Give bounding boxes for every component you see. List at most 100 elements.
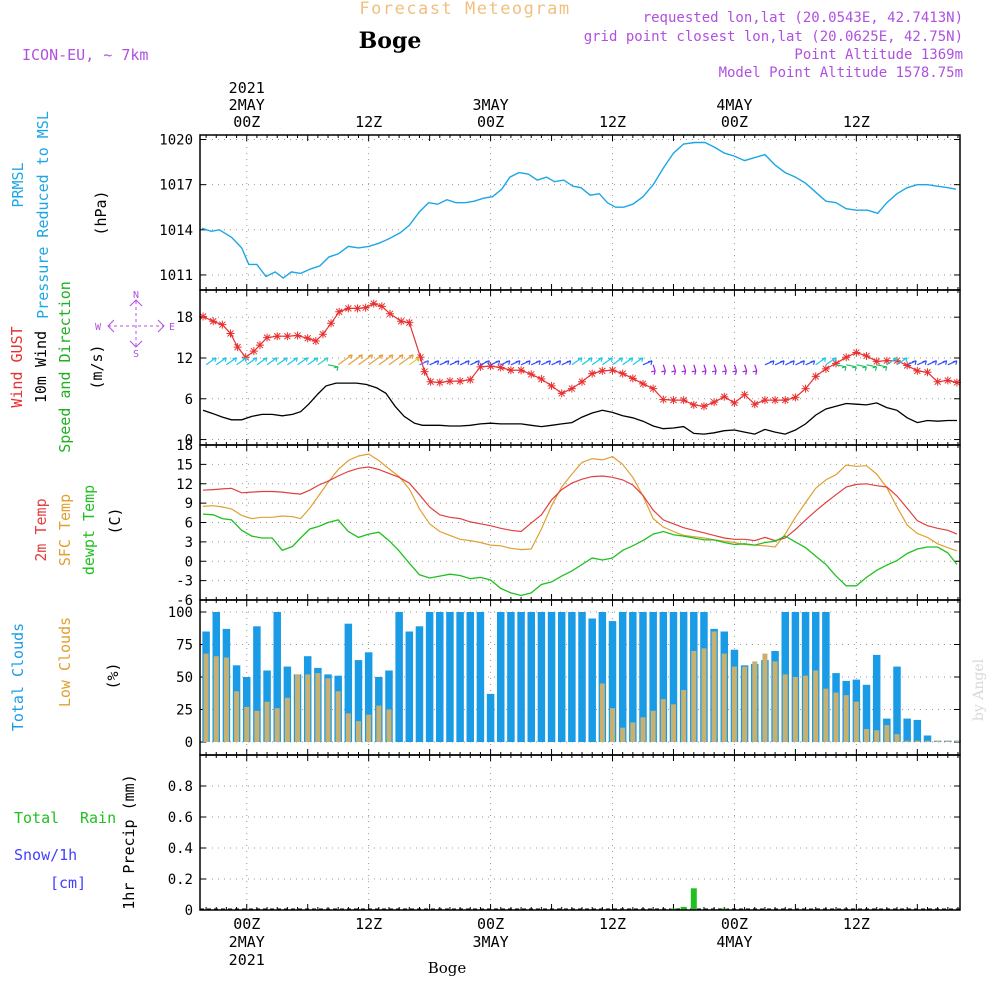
gust-marker <box>852 348 861 357</box>
wind-arrow <box>805 360 816 366</box>
total-clouds-bar <box>608 621 617 742</box>
gust-marker <box>377 302 386 311</box>
total-clouds-bar <box>913 719 922 742</box>
wind-panel: 0 6 12 18 <box>176 290 961 449</box>
bottom-time-label: 2021 <box>229 951 265 969</box>
low-clouds-bar <box>914 740 920 742</box>
rain-bar <box>680 906 687 910</box>
low-clouds-bar <box>366 714 372 742</box>
bottom-time-label: 3MAY <box>473 933 509 951</box>
low-clouds-bar <box>599 683 605 742</box>
total-clouds-bar <box>385 670 393 742</box>
wind-arrow <box>701 364 707 375</box>
wind-arrow <box>795 360 805 366</box>
wind-arrow <box>651 364 656 375</box>
wind-unit: (m/s) <box>88 344 106 389</box>
gust-marker <box>226 329 235 338</box>
sfc-temp-line <box>202 453 958 552</box>
total-clouds-bar <box>415 626 424 742</box>
top-time-label: 2MAY <box>229 96 265 114</box>
pressure-ytick-label: 1017 <box>159 178 193 194</box>
clouds-ytick-label: 25 <box>176 703 193 719</box>
low-clouds-bar <box>691 651 697 742</box>
gust-marker <box>649 384 658 393</box>
low-clouds-bar <box>752 661 758 742</box>
rain-bar <box>721 908 728 910</box>
gust-marker <box>903 361 912 370</box>
wind-ytick-label: 12 <box>176 351 193 367</box>
total-clouds-bar <box>649 612 657 742</box>
total-label: Total <box>14 809 59 827</box>
low-clouds-bar <box>203 653 209 742</box>
top-time-label: 3MAY <box>473 96 509 114</box>
wind-arrow <box>205 357 217 366</box>
temp-ytick-label: 0 <box>185 554 193 570</box>
total-clouds-bar <box>364 652 373 742</box>
total-clouds-bar <box>537 612 546 742</box>
gust-marker <box>893 356 902 365</box>
low-clouds-bar <box>924 740 930 742</box>
wind-arrow <box>732 364 738 375</box>
wind-ytick-label: 0 <box>185 433 193 449</box>
gust-marker <box>420 367 429 376</box>
gust-marker <box>255 341 264 350</box>
wind-arrow <box>681 364 687 375</box>
temp-unit: (C) <box>106 507 124 534</box>
wind-arrow <box>388 354 404 366</box>
bottom-time-label: 2MAY <box>229 933 265 951</box>
total-clouds-bar <box>486 693 495 742</box>
total-clouds-bar <box>618 612 627 742</box>
total-clouds-bar <box>547 612 556 742</box>
pressure-frame <box>199 134 961 291</box>
total-clouds-bar <box>557 612 566 742</box>
temp2m-line <box>202 466 958 542</box>
low-clouds-bar <box>630 722 636 742</box>
gust-marker <box>689 400 698 409</box>
gust-marker <box>750 400 759 409</box>
gust-marker <box>720 392 729 401</box>
gust-marker <box>353 304 362 313</box>
temp2m-label: 2m Temp <box>32 498 50 561</box>
low-clouds-bar <box>772 661 778 742</box>
temp-ytick-label: 6 <box>185 516 193 532</box>
wind-arrow <box>266 357 278 366</box>
gust-marker <box>699 402 708 411</box>
low-clouds-bar <box>853 701 859 742</box>
pressure-panel: 1011 1014 1017 1020 <box>159 133 960 290</box>
gust-marker <box>445 377 454 386</box>
total-clouds-bar <box>527 612 535 742</box>
wind-arrow <box>510 360 521 366</box>
precip-unit: 1hr Precip (mm) <box>120 774 138 909</box>
clouds-ytick-label: 50 <box>176 670 193 686</box>
total-clouds-bar <box>588 618 596 742</box>
model-point-altitude: Model Point Altitude 1578.75m <box>719 65 963 81</box>
snow-label: Snow/1h <box>14 846 77 864</box>
gust-marker <box>249 347 258 356</box>
top-time-label: 00Z <box>233 113 260 131</box>
wind-arrow <box>612 357 624 366</box>
watermark: by Angel <box>971 658 987 721</box>
gust-marker <box>466 375 475 384</box>
precip-ytick-label: 0.4 <box>168 841 193 857</box>
top-time-label: 12Z <box>843 113 870 131</box>
wind-arrow <box>752 364 758 375</box>
temp-ytick-label: 18 <box>176 438 193 454</box>
gust-marker <box>598 366 607 375</box>
wind-arrow <box>886 357 898 366</box>
low-clouds-bar <box>274 708 280 742</box>
wind-arrow <box>581 357 593 366</box>
gust-marker <box>679 396 688 405</box>
wind-arrow <box>896 357 908 366</box>
low-clouds-bar <box>640 717 646 742</box>
gust-marker <box>293 331 302 340</box>
total-clouds-bar <box>507 612 515 742</box>
low-clouds-bar <box>610 708 616 742</box>
wind-arrow <box>449 360 460 366</box>
low-clouds-bar <box>356 721 362 742</box>
gust-marker <box>335 307 344 316</box>
low-clouds-bar <box>711 631 717 742</box>
clouds-ytick-label: 100 <box>168 605 193 621</box>
low-clouds-bar <box>223 657 229 742</box>
gust-marker <box>199 312 208 321</box>
low-clouds-bar <box>894 734 900 742</box>
